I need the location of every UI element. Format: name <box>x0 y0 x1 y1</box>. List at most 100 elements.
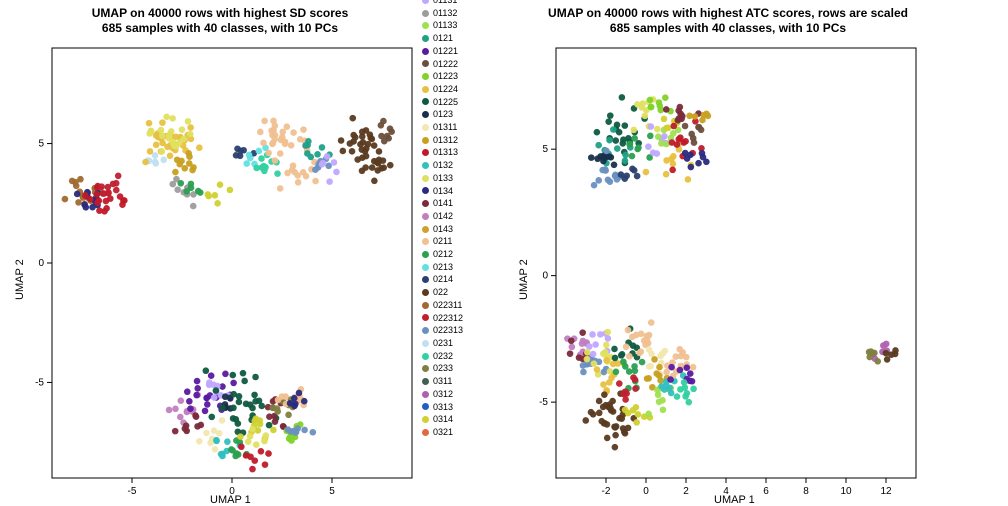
right-plot-svg: -2024681012-505 <box>504 0 1008 504</box>
legend-label: 022312 <box>433 312 463 325</box>
legend-label: 0214 <box>433 273 453 286</box>
legend-dot-icon <box>422 149 429 156</box>
svg-text:0: 0 <box>542 271 548 282</box>
right-panel: UMAP on 40000 rows with highest ATC scor… <box>504 0 1008 504</box>
legend-item: 01221 <box>422 45 463 58</box>
right-ylabel: UMAP 2 <box>518 259 530 300</box>
legend-item: 01222 <box>422 58 463 71</box>
left-xlabel: UMAP 1 <box>210 494 251 506</box>
legend-label: 0142 <box>433 210 453 223</box>
legend-dot-icon <box>422 365 429 372</box>
legend-dot-icon <box>422 98 429 105</box>
legend-dot-icon <box>422 226 429 233</box>
legend-dot-icon <box>422 251 429 258</box>
legend-item: 01313 <box>422 146 463 159</box>
legend-item: 01133 <box>422 19 463 32</box>
legend-dot-icon <box>422 175 429 182</box>
right-xlabel: UMAP 1 <box>714 494 755 506</box>
legend-dot-icon <box>422 340 429 347</box>
legend-label: 022 <box>433 286 448 299</box>
legend-item: 01224 <box>422 83 463 96</box>
svg-text:5: 5 <box>542 144 548 155</box>
legend-label: 0121 <box>433 32 453 45</box>
legend-item: 0213 <box>422 261 463 274</box>
legend-label: 01224 <box>433 83 458 96</box>
legend-item: 0134 <box>422 185 463 198</box>
legend-item: 01132 <box>422 7 463 20</box>
svg-text:10: 10 <box>840 486 852 497</box>
legend-item: 0312 <box>422 388 463 401</box>
legend-label: 0123 <box>433 108 453 121</box>
legend-item: 0121 <box>422 32 463 45</box>
legend-item: 01311 <box>422 121 463 134</box>
figure-container: UMAP on 40000 rows with highest SD score… <box>0 0 1008 504</box>
legend-label: 01225 <box>433 96 458 109</box>
legend-label: 022311 <box>433 299 462 312</box>
svg-text:-5: -5 <box>35 377 44 388</box>
legend-dot-icon <box>422 35 429 42</box>
legend-label: 0233 <box>433 362 453 375</box>
legend-item: 0214 <box>422 273 463 286</box>
legend-dot-icon <box>422 238 429 245</box>
legend-label: 01223 <box>433 70 458 83</box>
legend-dot-icon <box>422 289 429 296</box>
legend-label: 0321 <box>433 426 453 439</box>
left-panel: UMAP on 40000 rows with highest SD score… <box>0 0 504 504</box>
svg-text:5: 5 <box>38 139 44 150</box>
left-legend: 0113101132011330121012210122201223012240… <box>422 0 463 439</box>
legend-item: 0313 <box>422 401 463 414</box>
legend-label: 022313 <box>433 324 463 337</box>
legend-label: 0313 <box>433 401 453 414</box>
legend-dot-icon <box>422 187 429 194</box>
legend-label: 0143 <box>433 223 453 236</box>
legend-dot-icon <box>422 302 429 309</box>
legend-label: 0311 <box>433 375 452 388</box>
legend-dot-icon <box>422 86 429 93</box>
legend-label: 0213 <box>433 261 453 274</box>
legend-dot-icon <box>422 353 429 360</box>
legend-label: 01311 <box>433 121 457 134</box>
svg-text:2: 2 <box>683 486 689 497</box>
legend-label: 01133 <box>433 19 457 32</box>
legend-item: 0132 <box>422 159 463 172</box>
legend-dot-icon <box>422 162 429 169</box>
legend-item: 0233 <box>422 362 463 375</box>
legend-item: 022313 <box>422 324 463 337</box>
legend-item: 01223 <box>422 70 463 83</box>
legend-dot-icon <box>422 137 429 144</box>
legend-dot-icon <box>422 429 429 436</box>
legend-label: 0231 <box>433 337 453 350</box>
svg-text:0: 0 <box>38 258 44 269</box>
legend-dot-icon <box>422 200 429 207</box>
legend-item: 022 <box>422 286 463 299</box>
legend-label: 01222 <box>433 58 458 71</box>
legend-item: 0143 <box>422 223 463 236</box>
legend-item: 0314 <box>422 413 463 426</box>
legend-label: 0133 <box>433 172 453 185</box>
legend-dot-icon <box>422 10 429 17</box>
legend-dot-icon <box>422 213 429 220</box>
legend-label: 0132 <box>433 159 453 172</box>
legend-dot-icon <box>422 111 429 118</box>
legend-item: 0133 <box>422 172 463 185</box>
legend-item: 0123 <box>422 108 463 121</box>
legend-item: 0321 <box>422 426 463 439</box>
svg-text:0: 0 <box>643 486 649 497</box>
legend-dot-icon <box>422 327 429 334</box>
legend-item: 022312 <box>422 312 463 325</box>
legend-item: 0211 <box>422 235 463 248</box>
legend-label: 01221 <box>433 45 458 58</box>
legend-label: 0134 <box>433 185 453 198</box>
left-ylabel: UMAP 2 <box>14 259 26 300</box>
legend-label: 0314 <box>433 413 453 426</box>
svg-text:5: 5 <box>329 486 335 497</box>
legend-dot-icon <box>422 73 429 80</box>
svg-text:12: 12 <box>880 486 892 497</box>
legend-dot-icon <box>422 0 429 4</box>
legend-item: 0141 <box>422 197 463 210</box>
svg-text:-5: -5 <box>539 397 548 408</box>
legend-item: 0212 <box>422 248 463 261</box>
legend-item: 0311 <box>422 375 463 388</box>
legend-label: 01132 <box>433 7 457 20</box>
legend-dot-icon <box>422 403 429 410</box>
